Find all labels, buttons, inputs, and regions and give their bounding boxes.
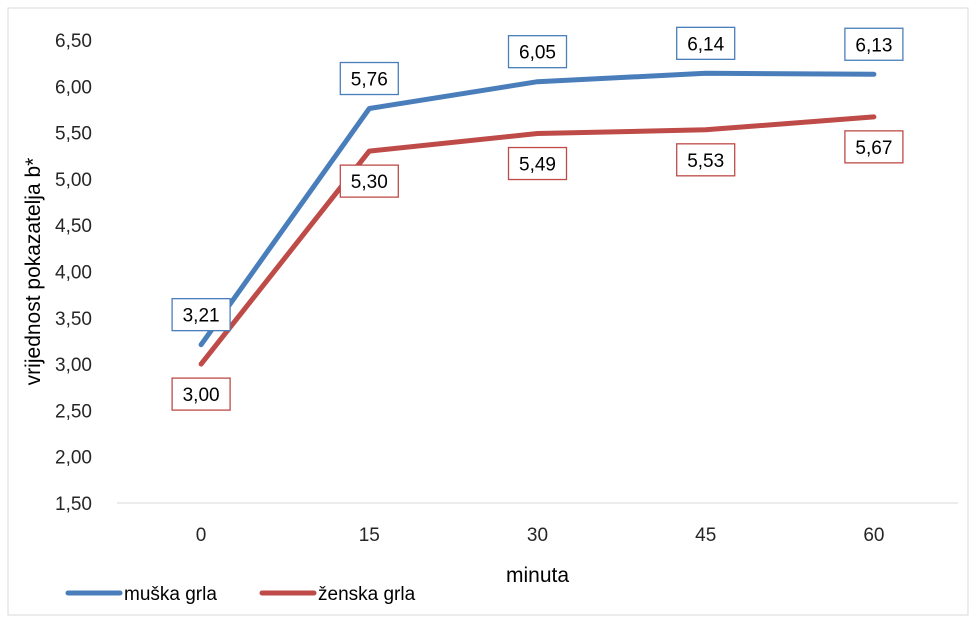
- data-label-box: [171, 298, 231, 332]
- data-label-box: [171, 377, 231, 411]
- y-tick-label: 2,50: [55, 401, 92, 422]
- y-tick-label: 3,50: [55, 309, 92, 330]
- data-label: 5,53: [676, 143, 736, 177]
- series-line-2: [198, 114, 877, 367]
- data-label-box: [844, 130, 904, 164]
- data-label: 6,05: [507, 35, 568, 69]
- data-label: 6,13: [844, 27, 904, 61]
- y-tick-label: 5,50: [55, 124, 92, 145]
- y-tick-label: 4,00: [55, 263, 92, 284]
- x-axis-title: minuta: [506, 564, 569, 587]
- x-tick-label: 30: [527, 525, 548, 546]
- data-label-text: 5,30: [351, 172, 388, 193]
- data-label: 5,67: [844, 130, 904, 164]
- y-tick-label: 5,00: [55, 170, 92, 191]
- data-label: 6,14: [676, 26, 736, 60]
- legend-item: muška grla: [65, 584, 217, 605]
- series-layer: [198, 70, 877, 367]
- data-label-box: [676, 143, 736, 177]
- legend-item: ženska grla: [259, 584, 416, 605]
- data-label-box: [339, 164, 399, 198]
- y-tick-label: 6,50: [55, 31, 92, 52]
- data-label-box: [339, 61, 399, 96]
- data-label-text: 5,67: [855, 138, 892, 159]
- data-label-box: [844, 27, 904, 61]
- legend: muška grla ženska grla: [65, 584, 416, 605]
- x-tick-label: 45: [695, 525, 716, 546]
- data-label-text: 5,49: [519, 155, 556, 176]
- data-label-layer: 3,21 5,76 6,05 6,14 6,13 3,00 5,30 5,49 5,53 5,67: [171, 26, 904, 411]
- series-line-1: [198, 70, 877, 348]
- data-label-box: [507, 146, 568, 181]
- y-tick-label: 2,00: [55, 448, 92, 469]
- axis-layer: 1,50 2,00 2,50 3,00 3,50 4,00 4,50 5,00 5,50 6,00…: [55, 31, 958, 546]
- y-tick-label: 3,00: [55, 355, 92, 376]
- legend-label: ženska grla: [318, 584, 416, 605]
- data-label: 5,76: [339, 61, 399, 96]
- x-tick-label: 0: [196, 525, 207, 546]
- data-label-text: 6,13: [855, 35, 892, 56]
- data-label-text: 3,00: [183, 385, 220, 406]
- data-label: 5,49: [507, 146, 568, 181]
- y-axis-title: vrijednost pokazatelja b*: [22, 158, 45, 386]
- data-label-text: 6,14: [687, 34, 724, 55]
- legend-label: muška grla: [124, 584, 217, 605]
- data-label-text: 5,76: [351, 70, 388, 91]
- y-tick-label: 4,50: [55, 216, 92, 237]
- data-label-text: 5,53: [687, 151, 724, 172]
- data-label: 5,30: [339, 164, 399, 198]
- data-label-text: 6,05: [519, 43, 556, 64]
- data-label: 3,21: [171, 298, 231, 332]
- data-label-box: [507, 35, 568, 69]
- chart-border: [7, 7, 969, 616]
- y-tick-label: 1,50: [55, 494, 92, 515]
- data-label: 3,00: [171, 377, 231, 411]
- data-label-text: 3,21: [183, 306, 220, 327]
- x-tick-label: 60: [863, 525, 884, 546]
- x-tick-label: 15: [359, 525, 380, 546]
- data-label-box: [676, 26, 736, 60]
- y-tick-label: 6,00: [55, 77, 92, 98]
